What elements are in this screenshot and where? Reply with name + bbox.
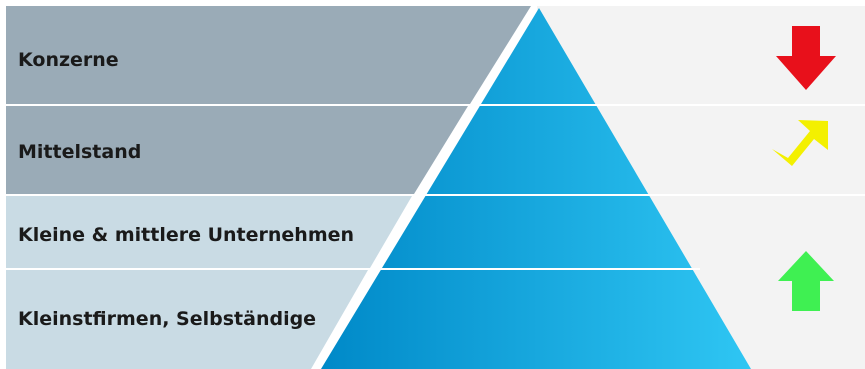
- pyramid: [321, 8, 751, 369]
- tier-label-konzerne: Konzerne: [18, 49, 119, 71]
- band-mittelstand: [6, 106, 468, 194]
- tier-label-mittelstand: Mittelstand: [18, 141, 142, 163]
- tier-label-kleinstfirmen: Kleinstfirmen, Selbständige: [18, 308, 317, 330]
- tier-label-kmu: Kleine & mittlere Unternehmen: [18, 224, 355, 246]
- band-konzerne: [6, 6, 531, 104]
- arrow-up-icon: [778, 251, 834, 311]
- arrow-down-icon: [776, 26, 836, 90]
- band-kmu: [6, 196, 412, 268]
- arrow-up-right-icon: [772, 120, 828, 166]
- band-kleinstfirmen: [6, 270, 368, 369]
